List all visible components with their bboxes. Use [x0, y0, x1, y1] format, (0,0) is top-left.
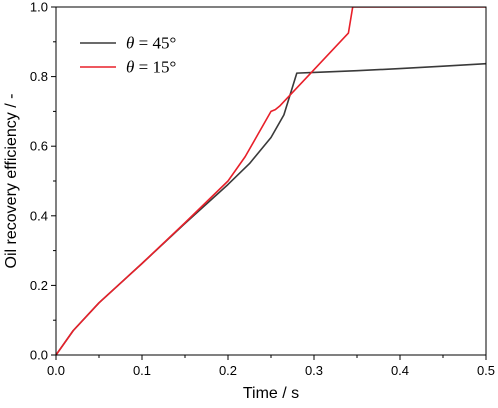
x-axis-ticks: 0.0 0.1 0.2 0.3 0.4 0.5 [47, 355, 495, 378]
x-tick-label: 0.4 [391, 363, 409, 378]
legend-label-2: θ = 15° [126, 58, 176, 77]
series-line-1 [56, 62, 486, 355]
x-tick-label: 0.0 [47, 363, 65, 378]
x-tick-label: 0.5 [477, 363, 495, 378]
x-axis-title: Time / s [243, 385, 299, 402]
y-tick-label: 0.4 [30, 208, 48, 223]
legend-label-1: θ = 45° [126, 34, 176, 53]
y-tick-label: 0.2 [30, 278, 48, 293]
y-tick-label: 1.0 [30, 0, 48, 15]
plot-area: 0.0 0.1 0.2 0.3 0.4 0.5 0.0 0.2 0.4 0.6 0.8 1.0 [30, 0, 495, 378]
y-tick-label: 0.8 [30, 69, 48, 84]
y-tick-label: 0.0 [30, 348, 48, 363]
series-line-2 [56, 7, 486, 355]
plot-frame [55, 6, 487, 356]
y-tick-label: 0.6 [30, 139, 48, 154]
y-axis-title: Oil recovery efficiency / - [3, 94, 20, 269]
x-tick-label: 0.3 [305, 363, 323, 378]
legend: θ = 45° θ = 15° [80, 34, 176, 77]
y-axis-ticks: 0.0 0.2 0.4 0.6 0.8 1.0 [30, 0, 56, 363]
series-layer [56, 7, 486, 355]
x-tick-label: 0.1 [133, 363, 151, 378]
x-tick-label: 0.2 [219, 363, 237, 378]
